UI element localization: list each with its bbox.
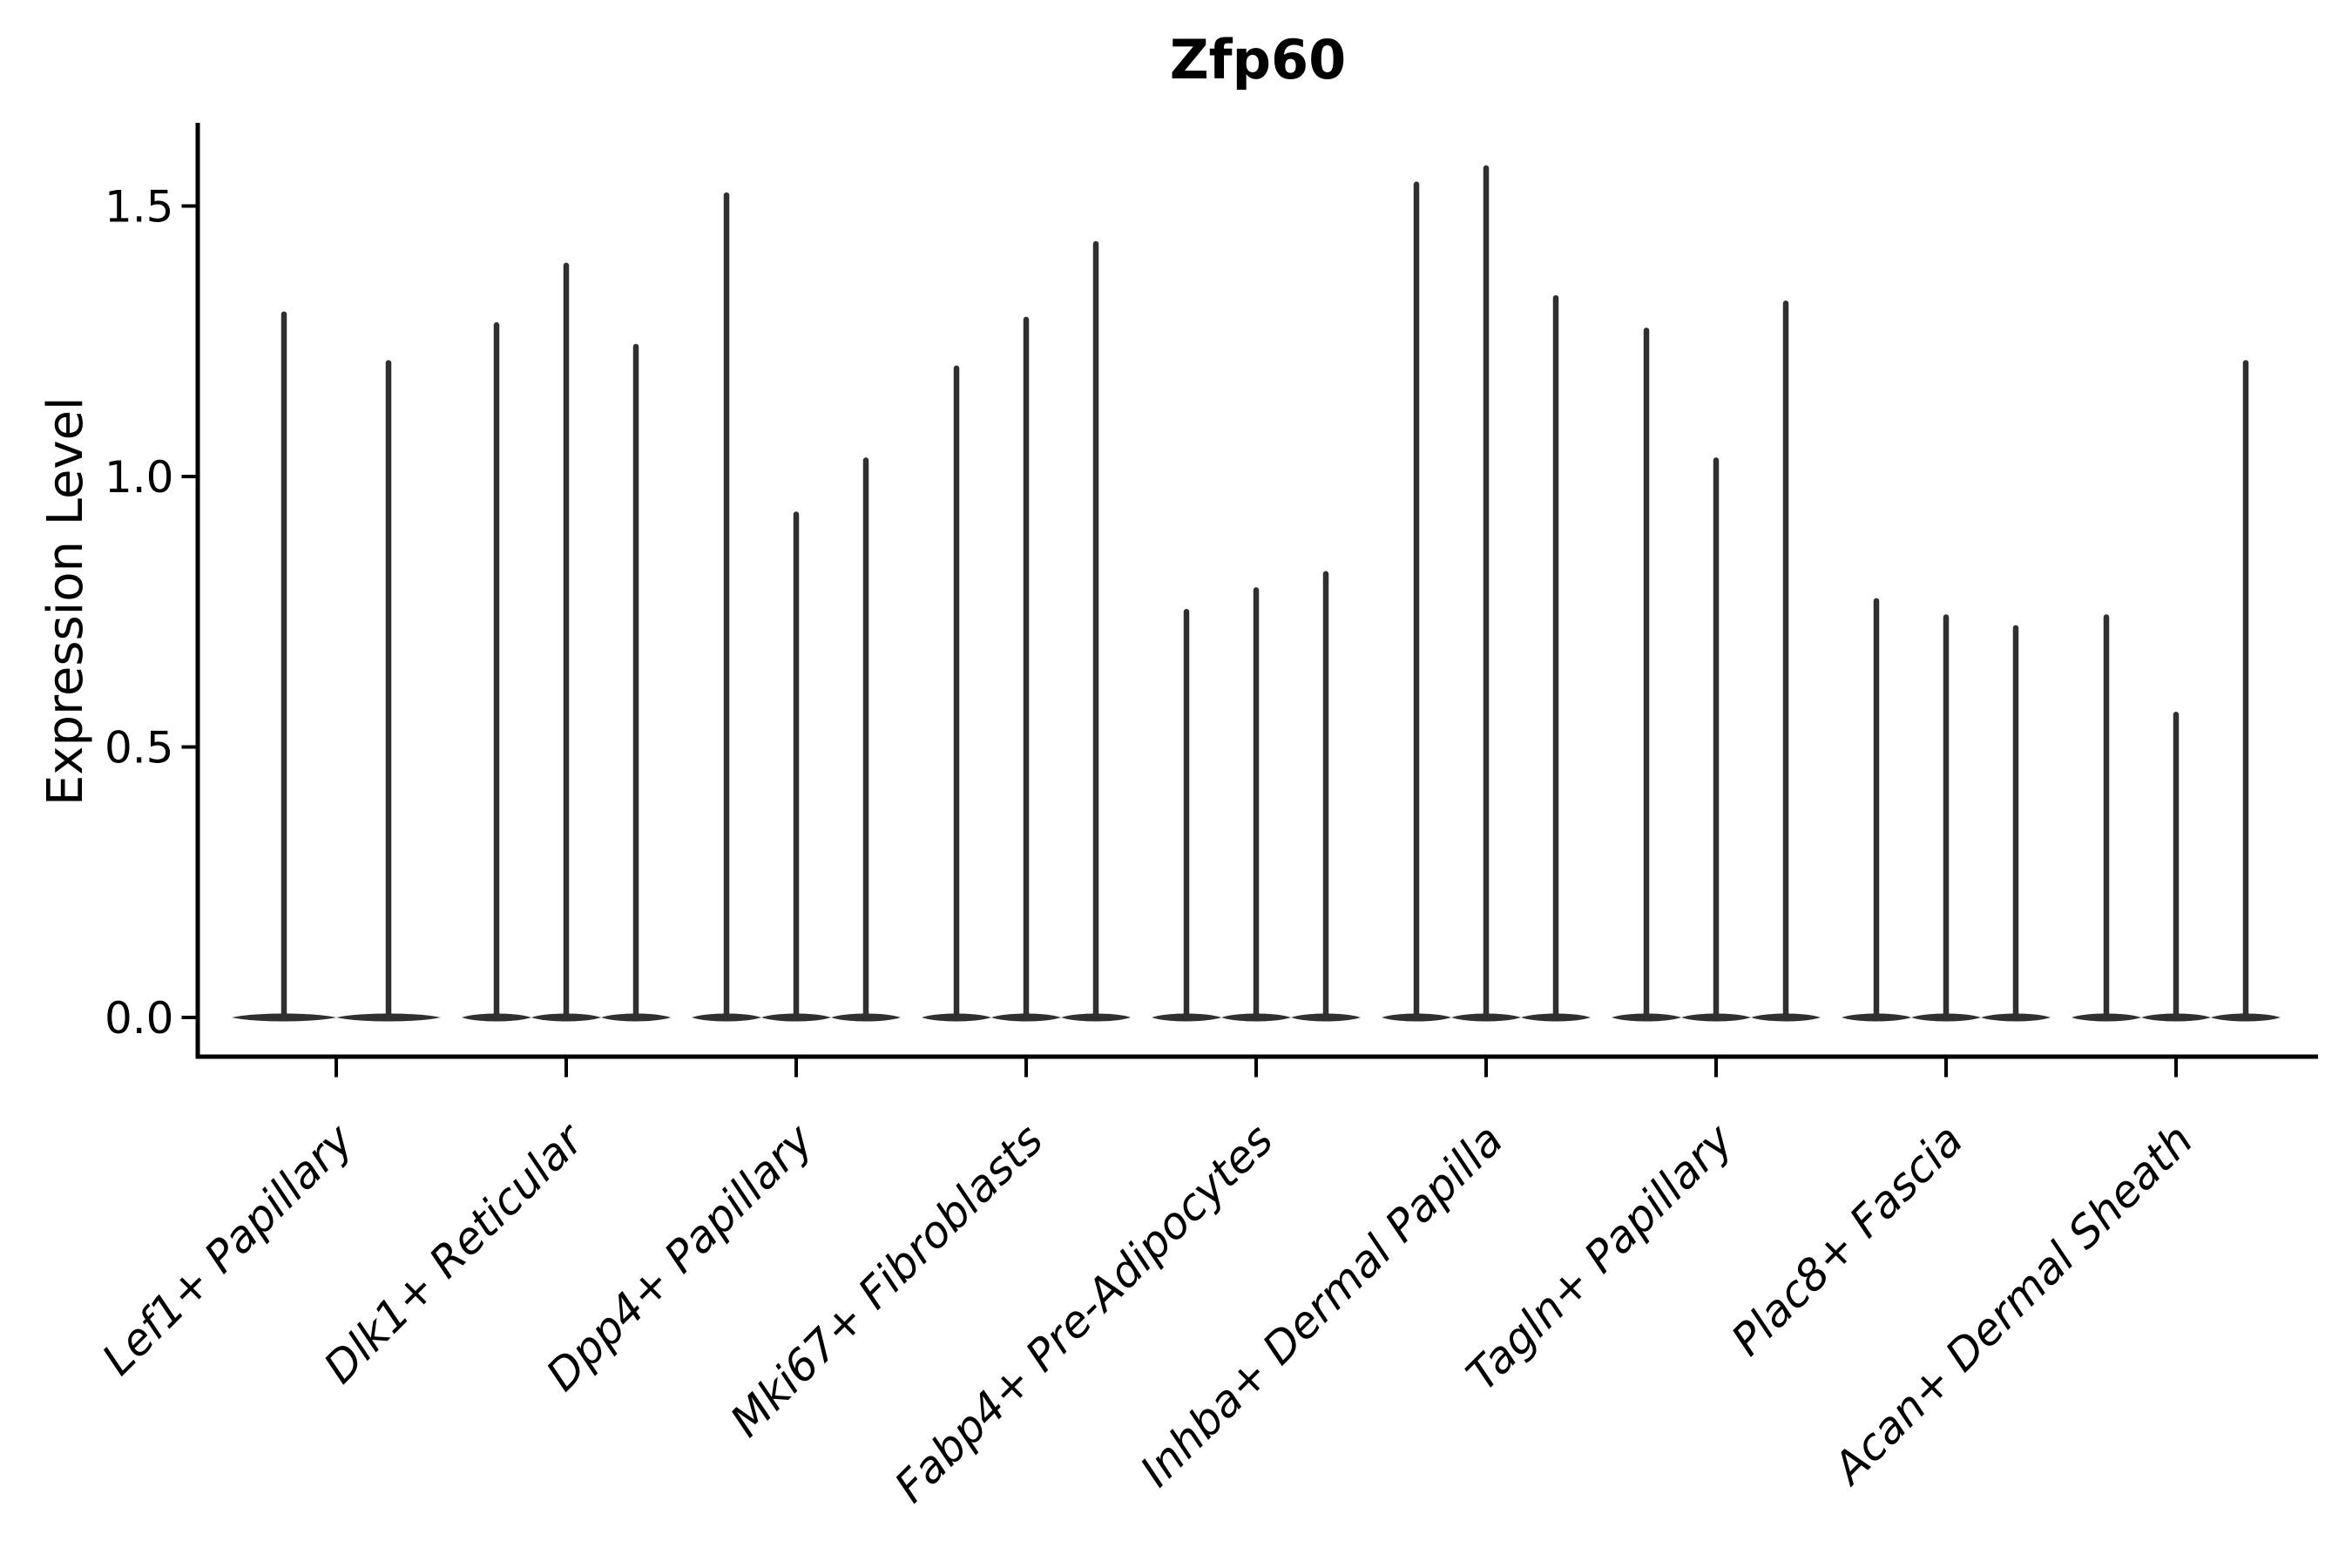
x-tick-label: Lef1+ Papillary (92, 1113, 363, 1384)
chart-title: Zfp60 (1169, 28, 1347, 91)
y-tick-label: 0.0 (105, 993, 174, 1044)
x-tick-label: Inhba+ Dermal Papilla (1131, 1114, 1512, 1496)
y-tick-label: 0.5 (105, 723, 174, 774)
y-tick-label: 1.5 (105, 182, 174, 233)
x-tick-label: Fabp4+ Pre-Adipocytes (885, 1114, 1283, 1512)
y-tick-label: 1.0 (105, 452, 174, 503)
x-tick-label: Plac8+ Fascia (1722, 1114, 1973, 1365)
